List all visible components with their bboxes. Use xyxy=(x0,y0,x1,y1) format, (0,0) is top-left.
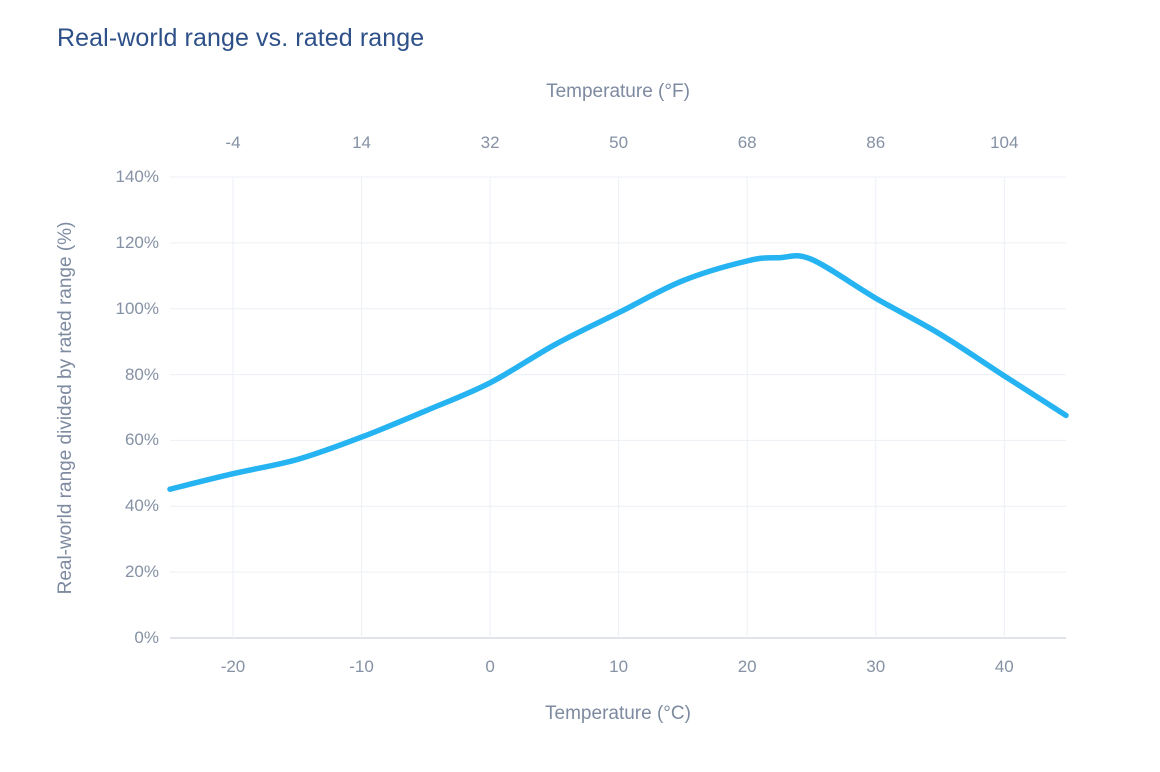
x-tick-label-celsius: 10 xyxy=(609,657,629,676)
x-tick-label-fahrenheit: 104 xyxy=(990,133,1019,152)
x-tick-label-fahrenheit: 86 xyxy=(866,133,886,152)
x-tick-label-celsius: -10 xyxy=(349,657,374,676)
x-tick-label-celsius: 30 xyxy=(866,657,886,676)
chart-title: Real-world range vs. rated range xyxy=(57,24,425,52)
x-tick-label-fahrenheit: 32 xyxy=(480,133,500,152)
y-tick-label: 0% xyxy=(134,628,159,647)
x-axis-title-fahrenheit: Temperature (°F) xyxy=(546,81,690,102)
range-curve xyxy=(167,253,1069,492)
y-tick-label: 20% xyxy=(124,562,159,582)
y-tick-label: 80% xyxy=(124,364,159,384)
y-tick-label: 120% xyxy=(115,232,159,252)
y-tick-label: 100% xyxy=(115,298,159,318)
x-tick-label-fahrenheit: -4 xyxy=(225,133,241,152)
y-tick-label: 60% xyxy=(124,430,159,450)
y-tick-label: 40% xyxy=(124,496,159,516)
y-tick-label: 140% xyxy=(115,167,159,186)
x-tick-label-celsius: -20 xyxy=(220,657,246,676)
x-tick-label-fahrenheit: 50 xyxy=(609,133,629,152)
x-tick-label-celsius: 20 xyxy=(737,657,757,676)
x-tick-label-fahrenheit: 68 xyxy=(737,133,757,152)
x-tick-label-celsius: 40 xyxy=(994,657,1014,676)
x-tick-label-fahrenheit: 14 xyxy=(352,133,371,152)
y-axis-title: Real-world range divided by rated range … xyxy=(55,221,76,594)
x-tick-label-celsius: 0 xyxy=(485,657,495,676)
x-axis-title-celsius: Temperature (°C) xyxy=(545,703,691,724)
